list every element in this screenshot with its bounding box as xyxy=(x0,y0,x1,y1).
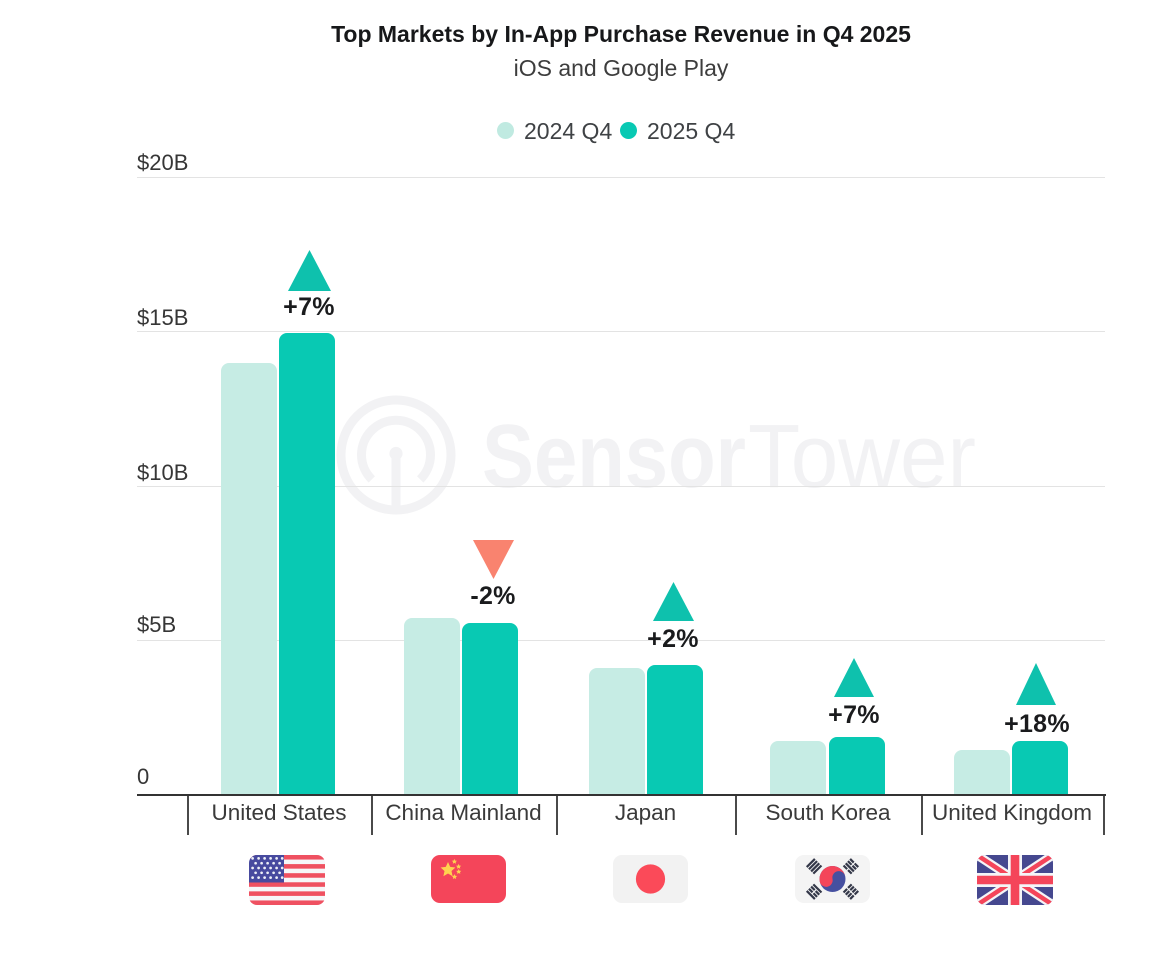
svg-text:Tower: Tower xyxy=(748,407,976,507)
svg-text:Sensor: Sensor xyxy=(482,407,746,507)
